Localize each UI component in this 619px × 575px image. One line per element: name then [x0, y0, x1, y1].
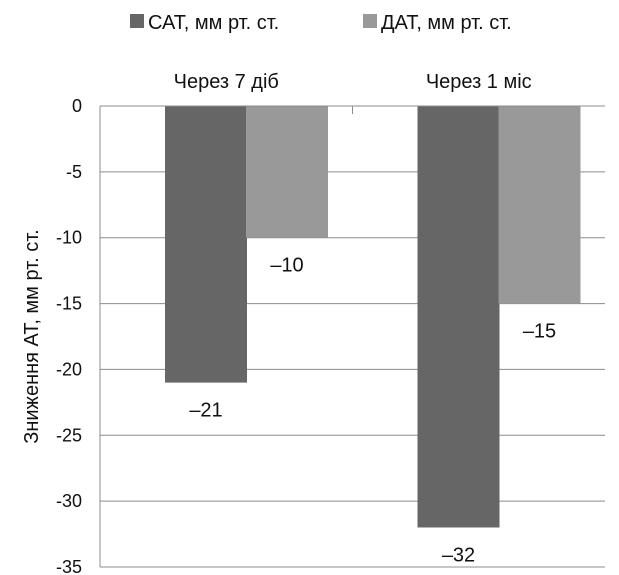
bar: [165, 106, 247, 383]
y-tick-label: -15: [56, 294, 82, 314]
axes: [99, 105, 605, 567]
bars: [165, 106, 581, 528]
category-label: Через 1 міс: [426, 71, 532, 93]
category-label: Через 7 діб: [174, 71, 279, 93]
y-axis-title: Зниження АТ, мм рт. ст.: [21, 229, 43, 443]
y-tick-label: -25: [56, 425, 82, 445]
y-tick-label: -5: [66, 162, 82, 182]
y-tick-label: -20: [56, 359, 82, 379]
data-label: –21: [189, 400, 222, 422]
legend: САТ, мм рт. ст. ДАТ, мм рт. ст.: [130, 12, 512, 34]
bar: [246, 106, 328, 238]
legend-swatch: [363, 14, 377, 28]
bar: [417, 106, 500, 528]
legend-entry: ДАТ, мм рт. ст.: [381, 12, 512, 34]
bar: [498, 106, 581, 304]
y-tick-label: 0: [72, 96, 82, 116]
data-label: –15: [523, 321, 556, 343]
legend-swatch: [130, 14, 144, 28]
data-label: –10: [270, 255, 303, 277]
legend-entry: САТ, мм рт. ст.: [148, 12, 279, 34]
data-label: –32: [442, 544, 475, 566]
y-tick-label: -30: [56, 491, 82, 511]
y-tick-label: -10: [56, 228, 82, 248]
labels: 0 -5 -10 -15 -20 -25 -30 -35 Через 7 діб –21 –10 Че…: [21, 71, 556, 575]
y-tick-label: -35: [56, 557, 82, 575]
